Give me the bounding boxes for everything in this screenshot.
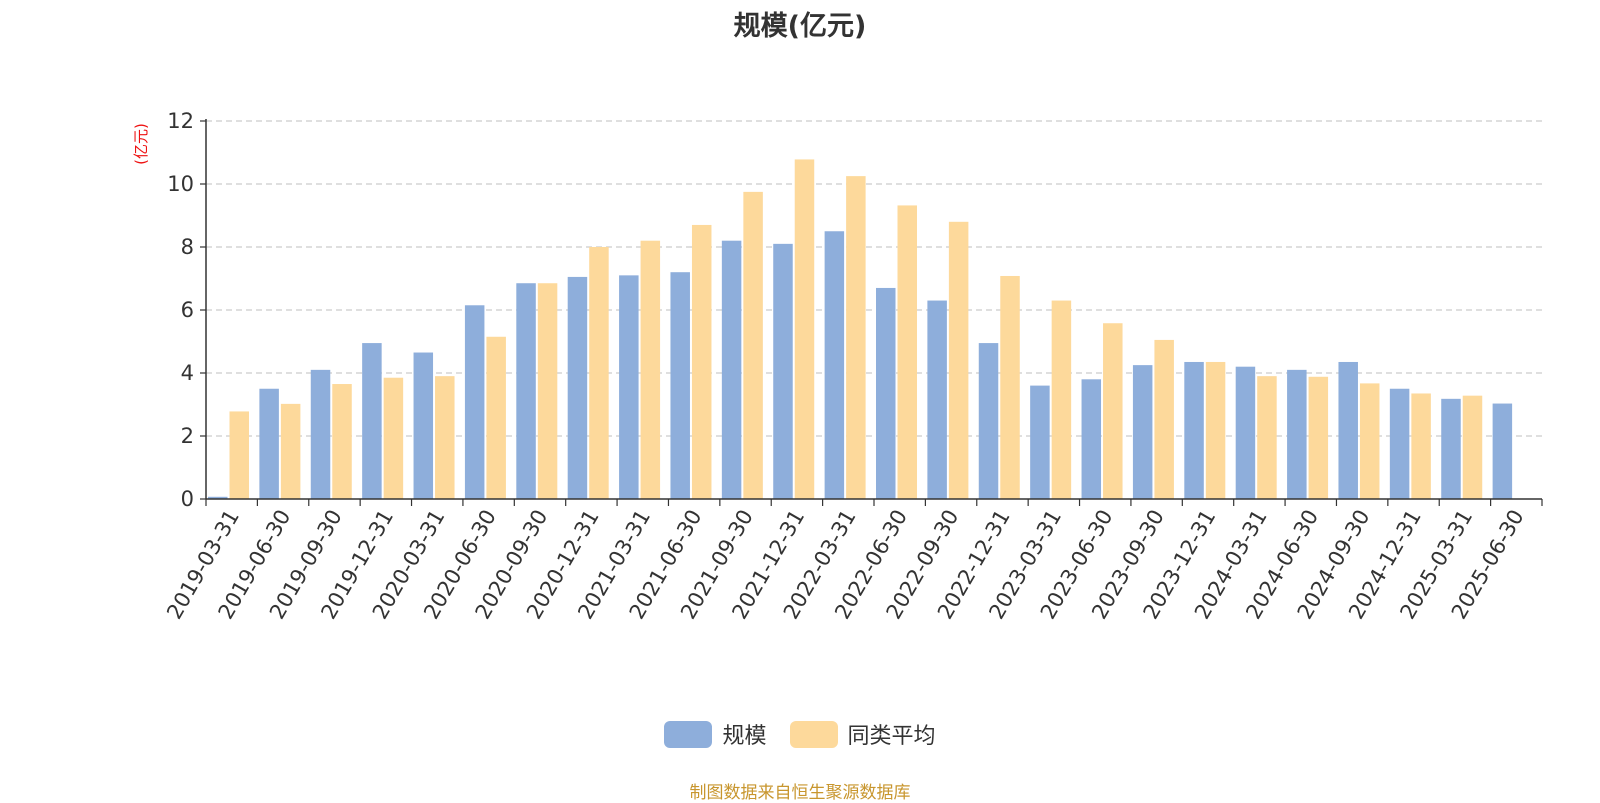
bar-peer-average (1308, 376, 1329, 499)
legend-item-scale[interactable]: 规模 (664, 718, 767, 750)
bar-scale (208, 496, 228, 499)
bar-scale (1030, 385, 1050, 499)
bar-peer-average (1051, 300, 1072, 499)
legend-label-peer-average: 同类平均 (847, 724, 936, 749)
bar-peer-average (1205, 361, 1226, 499)
y-tick-label: 0 (181, 487, 194, 511)
y-axis-label: (亿元) (132, 123, 150, 165)
bar-scale (1389, 388, 1410, 499)
bar-peer-average (1154, 339, 1174, 499)
bar-peer-average (1359, 383, 1380, 499)
bar-peer-average (435, 376, 455, 499)
chart-title: 规模(亿元) (733, 11, 867, 42)
bar-peer-average (691, 224, 712, 499)
bar-scale (567, 276, 588, 499)
y-tick-label: 6 (181, 298, 194, 322)
bar-peer-average (948, 221, 969, 500)
source-note: 制图数据来自恒生聚源数据库 (689, 783, 911, 803)
bar-scale (1235, 366, 1256, 499)
bar-scale (824, 231, 845, 499)
bar-peer-average (383, 377, 404, 499)
bar-peer-average (794, 159, 815, 499)
legend-swatch-peer-average (789, 720, 838, 748)
y-tick-label: 10 (167, 172, 194, 196)
legend-item-peer-average[interactable]: 同类平均 (789, 718, 936, 750)
y-tick-label: 2 (181, 424, 194, 448)
y-tick-label: 8 (181, 235, 194, 259)
bar-peer-average (897, 205, 917, 500)
bar-scale (619, 275, 639, 499)
bars (208, 159, 1513, 500)
bar-peer-average (486, 336, 506, 499)
legend-swatch-scale (664, 720, 713, 748)
bar-scale (1441, 398, 1461, 499)
legend-label-scale: 规模 (722, 724, 767, 749)
bar-scale (310, 369, 331, 499)
bar-scale (1287, 369, 1307, 499)
bar-scale (413, 352, 434, 499)
bar-peer-average (1257, 376, 1277, 499)
bar-scale (1132, 365, 1153, 499)
bar-scale (1081, 379, 1102, 499)
y-tick-label: 4 (181, 361, 194, 385)
bar-scale (1338, 361, 1358, 499)
bar-peer-average (280, 403, 301, 499)
bar-scale (773, 243, 793, 499)
bar-scale (876, 287, 896, 499)
bar-peer-average (1000, 275, 1020, 499)
bar-scale (1184, 361, 1204, 499)
bar-scale (721, 240, 742, 499)
legend: 规模 同类平均 (0, 718, 1600, 754)
bar-scale (259, 388, 279, 499)
bar-scale (464, 305, 485, 499)
bar-peer-average (640, 240, 661, 499)
bar-scale (978, 343, 999, 499)
bar-peer-average (589, 247, 609, 499)
bar-scale (670, 272, 690, 499)
y-tick-label: 12 (167, 109, 194, 133)
bar-scale (1492, 403, 1513, 499)
bar-peer-average (537, 283, 558, 499)
bar-peer-average (332, 384, 352, 499)
bar-peer-average (229, 411, 249, 499)
bar-peer-average (1411, 393, 1431, 499)
bar-peer-average (743, 191, 763, 499)
bar-scale (362, 343, 382, 499)
bar-peer-average (846, 176, 866, 499)
bar-scale (516, 283, 536, 499)
bar-peer-average (1462, 395, 1483, 499)
bar-peer-average (1103, 323, 1123, 499)
bar-scale (927, 300, 947, 499)
